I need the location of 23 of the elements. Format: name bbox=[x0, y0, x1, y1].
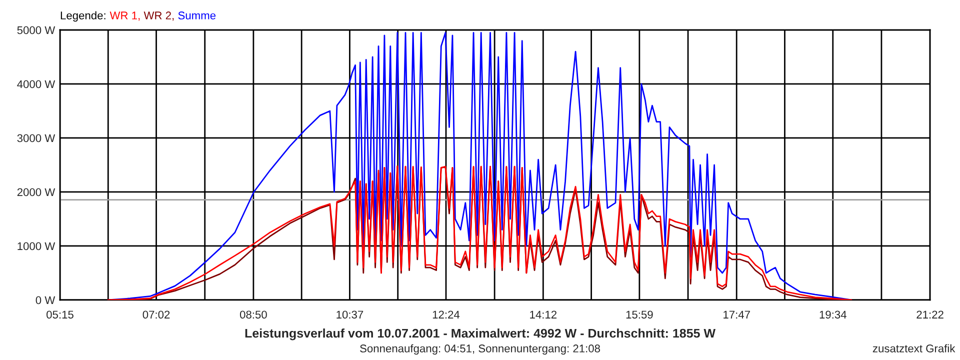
x-tick-label: 07:02 bbox=[142, 310, 170, 319]
text: WR 1, bbox=[110, 12, 140, 21]
x-tick-label: 14:12 bbox=[530, 310, 557, 318]
text: Leistungsverlauf vom 10.07.2001 - Maximalwert: 4992 W - Durchschnitt: 1855 W bbox=[245, 328, 716, 340]
x-tick-label: 19:34 bbox=[820, 310, 846, 319]
text: Sonnenaufgang: 04:51, Sonnenuntergang: 21:08 bbox=[360, 344, 600, 355]
x-tick-label: 15:59 bbox=[626, 310, 653, 319]
text: Summe bbox=[178, 12, 216, 20]
x-tick-label: 12:24 bbox=[432, 310, 460, 318]
x-tick-label: 17:47 bbox=[724, 310, 750, 318]
x-tick-label: 05:15 bbox=[46, 310, 74, 319]
y-tick-label: 3000 W bbox=[17, 134, 56, 142]
y-tick-label: 4000 W bbox=[17, 80, 56, 88]
y-tick-label: 2000 W bbox=[17, 188, 56, 196]
text: WR 2, bbox=[144, 12, 174, 21]
y-tick-label: 5000 W bbox=[17, 26, 56, 34]
x-tick-label: 08:50 bbox=[240, 310, 267, 319]
y-tick-label: 1000 W bbox=[18, 242, 56, 250]
x-tick-label: 21:22 bbox=[916, 310, 944, 318]
y-tick-label: 0 W bbox=[36, 296, 56, 304]
legend-title: Legende: bbox=[60, 11, 106, 22]
text: zusatztext Grafik bbox=[872, 344, 956, 352]
x-tick-label: 10:37 bbox=[336, 310, 364, 319]
